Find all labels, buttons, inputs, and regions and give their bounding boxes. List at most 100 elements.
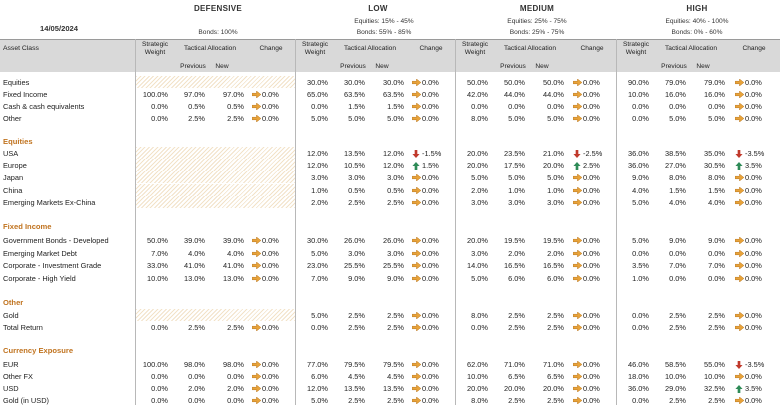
change-value: 0.0% (735, 396, 762, 405)
change-text: 0.0% (422, 396, 439, 405)
change-value: 0.0% (412, 360, 439, 369)
arrow-right-icon (412, 174, 421, 181)
previous-value: 13.5% (344, 149, 365, 158)
previous-value: 23.5% (504, 149, 525, 158)
row-label: Cash & cash equivalents (3, 102, 85, 111)
previous-value: 25.5% (344, 261, 365, 270)
change-value: 0.0% (412, 261, 439, 270)
arrow-right-icon (412, 397, 421, 404)
row-label: USA (3, 149, 19, 158)
change-text: 0.0% (745, 372, 762, 381)
arrow-right-icon (252, 275, 261, 282)
new-value: 20.0% (543, 384, 564, 393)
previous-value: 0.0% (669, 274, 686, 283)
arrow-right-icon (735, 397, 744, 404)
change-value: 0.0% (412, 323, 439, 332)
strategic-weight-value: 36.0% (628, 161, 649, 170)
row-label: Equities (3, 78, 30, 87)
new-value: 9.0% (708, 236, 725, 245)
change-text: 0.0% (583, 236, 600, 245)
change-value: 0.0% (735, 198, 762, 207)
new-value: 4.5% (387, 372, 404, 381)
previous-value: 10.5% (344, 161, 365, 170)
previous-value: 20.0% (504, 384, 525, 393)
change-text: 3.5% (745, 384, 762, 393)
new-value: 30.5% (704, 161, 725, 170)
arrow-right-icon (735, 79, 744, 86)
change-text: -2.5% (583, 149, 603, 158)
new-value: 2.5% (547, 323, 564, 332)
arrow-right-icon (573, 385, 582, 392)
change-value: 0.0% (573, 90, 600, 99)
section-title: Currency Exposure (3, 346, 74, 355)
strategic-weight-value: 20.0% (467, 236, 488, 245)
arrow-right-icon (735, 174, 744, 181)
previous-value: 3.0% (348, 173, 365, 182)
row-label: Gold (in USD) (3, 396, 49, 405)
strategic-weight-value: 8.0% (471, 396, 488, 405)
new-value: 2.5% (387, 311, 404, 320)
arrow-right-icon (412, 237, 421, 244)
arrow-right-icon (412, 373, 421, 380)
change-value: 0.0% (412, 311, 439, 320)
previous-value: 5.0% (508, 173, 525, 182)
band-bonds-range: Bonds: 25% - 75% (509, 29, 565, 36)
strategic-weight-value: 0.0% (471, 102, 488, 111)
arrow-right-icon (573, 373, 582, 380)
strategic-weight-value: 5.0% (632, 236, 649, 245)
arrow-right-icon (573, 361, 582, 368)
change-text: 0.0% (422, 323, 439, 332)
previous-value: 10.0% (665, 372, 686, 381)
arrow-right-icon (252, 324, 261, 331)
previous-value: 4.0% (188, 249, 205, 258)
change-text: 0.0% (262, 261, 279, 270)
arrow-right-icon (735, 237, 744, 244)
previous-value: 2.5% (348, 396, 365, 405)
new-value: 98.0% (223, 360, 244, 369)
change-text: 0.0% (583, 173, 600, 182)
report-date: 14/05/2024 (40, 24, 79, 33)
change-text: 0.0% (422, 114, 439, 123)
previous-value: 1.5% (348, 102, 365, 111)
previous-value: 50.0% (504, 78, 525, 87)
new-value: 2.5% (708, 311, 725, 320)
arrow-right-icon (412, 250, 421, 257)
new-value: 2.5% (387, 198, 404, 207)
row-label: Japan (3, 173, 24, 182)
strategic-weight-value: 0.0% (471, 323, 488, 332)
arrow-up-icon (573, 161, 581, 170)
change-text: -3.5% (745, 149, 765, 158)
change-value: 0.0% (735, 274, 762, 283)
strategic-weight-value: 62.0% (467, 360, 488, 369)
strategic-weight-value: 0.0% (151, 384, 168, 393)
row-label: Government Bonds - Developed (3, 236, 109, 245)
new-value: 0.0% (547, 102, 564, 111)
new-value: 0.5% (387, 186, 404, 195)
row-label: Corporate - Investment Grade (3, 261, 102, 270)
strategic-weight-value: 46.0% (628, 360, 649, 369)
band-title: DEFENSIVE (193, 4, 243, 13)
arrow-right-icon (735, 262, 744, 269)
change-value: 0.0% (412, 78, 439, 87)
arrow-right-icon (573, 324, 582, 331)
change-text: 0.0% (583, 90, 600, 99)
change-value: 0.0% (573, 360, 600, 369)
previous-value: 3.0% (508, 198, 525, 207)
change-value: 0.0% (735, 249, 762, 258)
change-value: 0.0% (252, 90, 279, 99)
new-value: 1.0% (547, 186, 564, 195)
new-value: 2.0% (547, 249, 564, 258)
previous-value: 13.5% (344, 384, 365, 393)
new-value: 2.0% (227, 384, 244, 393)
new-value: 9.0% (387, 274, 404, 283)
new-value: 44.0% (543, 90, 564, 99)
change-value: 0.0% (412, 384, 439, 393)
change-text: 0.0% (422, 249, 439, 258)
arrow-right-icon (252, 250, 261, 257)
new-value: 5.0% (547, 173, 564, 182)
change-value: -3.5% (735, 360, 764, 369)
change-value: 0.0% (252, 323, 279, 332)
arrow-right-icon (412, 262, 421, 269)
row-label: Europe (3, 161, 27, 170)
band-title: MEDIUM (519, 4, 555, 13)
